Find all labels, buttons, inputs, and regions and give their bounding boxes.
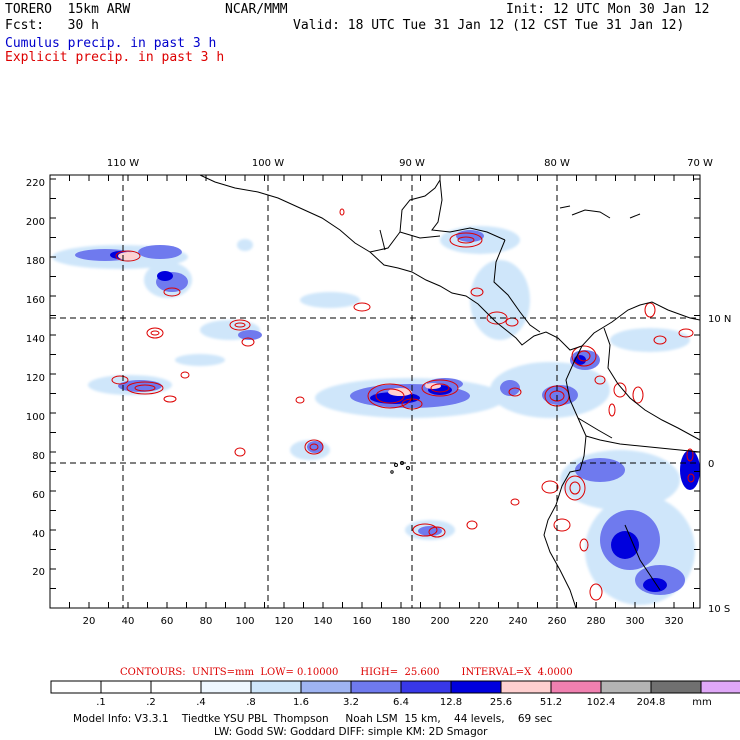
valid-time: Valid: 18 UTC Tue 31 Jan 12 (12 CST Tue … xyxy=(293,18,685,33)
colorbar-cell xyxy=(300,680,352,694)
map-frame xyxy=(49,174,701,609)
colorbar-label: .1 xyxy=(96,697,106,708)
init-time: Init: 12 UTC Mon 30 Jan 12 xyxy=(506,2,710,17)
x-tick-label: 180 xyxy=(391,616,410,627)
model-info: Model Info: V3.3.1 Tiedtke YSU PBL Thomp… xyxy=(73,713,553,725)
colorbar-cell xyxy=(100,680,152,694)
contour-interval: INTERVAL=X 4.0000 xyxy=(461,667,573,678)
lat-label: 10 S xyxy=(708,604,730,615)
forecast-hour: Fcst: 30 h xyxy=(5,18,99,33)
colorbar-cell xyxy=(450,680,502,694)
colorbar-label: 6.4 xyxy=(393,697,409,708)
x-tick-label: 40 xyxy=(122,616,135,627)
colorbar-cell xyxy=(550,680,602,694)
colorbar-label: 204.8 xyxy=(637,697,666,708)
contour-units: CONTOURS: UNITS=mm LOW= 0.10000 xyxy=(120,667,339,678)
x-tick-label: 220 xyxy=(469,616,488,627)
x-tick-label: 80 xyxy=(200,616,213,627)
org-label: NCAR/MMM xyxy=(225,2,288,17)
colorbar-cell xyxy=(600,680,652,694)
colorbar-cell xyxy=(700,680,740,694)
colorbar: .1 .2 .4 .8 1.6 3.2 6.4 12.8 25.6 51.2 1… xyxy=(50,680,740,708)
y-tick-label: 100 xyxy=(26,412,45,423)
lon-label: 100 W xyxy=(252,158,284,169)
x-tick-label: 120 xyxy=(274,616,293,627)
y-tick-label: 200 xyxy=(26,217,45,228)
lon-label: 110 W xyxy=(107,158,139,169)
lon-label: 70 W xyxy=(687,158,713,169)
coastlines xyxy=(199,175,700,608)
latlon-grid xyxy=(50,175,700,608)
y-tick-label: 80 xyxy=(32,451,45,462)
y-tick-label: 180 xyxy=(26,256,45,267)
colorbar-cell xyxy=(200,680,252,694)
x-tick-label: 100 xyxy=(235,616,254,627)
colorbar-cell xyxy=(650,680,702,694)
colorbar-cell xyxy=(400,680,452,694)
colorbar-label: .4 xyxy=(196,697,206,708)
contour-info: CONTOURS: UNITS=mm LOW= 0.10000 HIGH= 25.… xyxy=(120,667,595,678)
colorbar-label: .8 xyxy=(246,697,256,708)
colorbar-cell xyxy=(350,680,402,694)
colorbar-label: 12.8 xyxy=(440,697,462,708)
colorbar-unit: mm xyxy=(692,697,711,708)
x-tick-label: 260 xyxy=(547,616,566,627)
explicit-label: Explicit precip. in past 3 h xyxy=(5,50,225,65)
left-grid-labels: 20 40 60 80 100 120 140 160 180 200 220 xyxy=(26,178,45,578)
y-tick-label: 160 xyxy=(26,295,45,306)
colorbar-cells xyxy=(50,680,740,694)
colorbar-cell xyxy=(150,680,202,694)
colorbar-label: 25.6 xyxy=(490,697,512,708)
model-physics: LW: Godd SW: Goddard DIFF: simple KM: 2D… xyxy=(214,726,488,738)
lat-label: 10 N xyxy=(708,314,731,325)
precip-fields xyxy=(52,175,700,608)
colorbar-labels: .1 .2 .4 .8 1.6 3.2 6.4 12.8 25.6 51.2 1… xyxy=(96,697,712,708)
contour-high: HIGH= 25.600 xyxy=(360,667,440,678)
x-tick-label: 300 xyxy=(625,616,644,627)
colorbar-label: 1.6 xyxy=(293,697,309,708)
model-title: TORERO 15km ARW xyxy=(5,2,131,17)
x-tick-label: 320 xyxy=(664,616,683,627)
x-tick-label: 200 xyxy=(430,616,449,627)
colorbar-label: .2 xyxy=(146,697,156,708)
lon-label: 80 W xyxy=(544,158,570,169)
top-lon-labels: 110 W 100 W 90 W 80 W 70 W xyxy=(107,158,713,169)
x-tick-label: 60 xyxy=(161,616,174,627)
x-tick-label: 160 xyxy=(352,616,371,627)
colorbar-label: 3.2 xyxy=(343,697,359,708)
y-tick-label: 20 xyxy=(32,567,45,578)
lat-label: 0 xyxy=(708,459,714,470)
cumulus-label: Cumulus precip. in past 3 h xyxy=(5,36,217,51)
x-tick-label: 240 xyxy=(508,616,527,627)
y-tick-label: 220 xyxy=(26,178,45,189)
y-tick-label: 140 xyxy=(26,334,45,345)
colorbar-label: 102.4 xyxy=(587,697,616,708)
y-tick-label: 120 xyxy=(26,373,45,384)
lon-label: 90 W xyxy=(399,158,425,169)
colorbar-label: 51.2 xyxy=(540,697,562,708)
bottom-grid-labels: 20 40 60 80 100 120 140 160 180 200 220 … xyxy=(83,616,684,627)
precip-map: 110 W 100 W 90 W 80 W 70 W 10 N 0 10 S 2… xyxy=(26,158,731,627)
colorbar-cell xyxy=(50,680,102,694)
x-tick-label: 20 xyxy=(83,616,96,627)
explicit-precip-contours xyxy=(111,208,695,601)
axis-ticks xyxy=(49,175,700,609)
x-tick-label: 140 xyxy=(313,616,332,627)
colorbar-cell xyxy=(500,680,552,694)
y-tick-label: 40 xyxy=(32,529,45,540)
y-tick-label: 60 xyxy=(32,490,45,501)
right-lat-labels: 10 N 0 10 S xyxy=(708,314,731,615)
colorbar-cell xyxy=(250,680,302,694)
x-tick-label: 280 xyxy=(586,616,605,627)
